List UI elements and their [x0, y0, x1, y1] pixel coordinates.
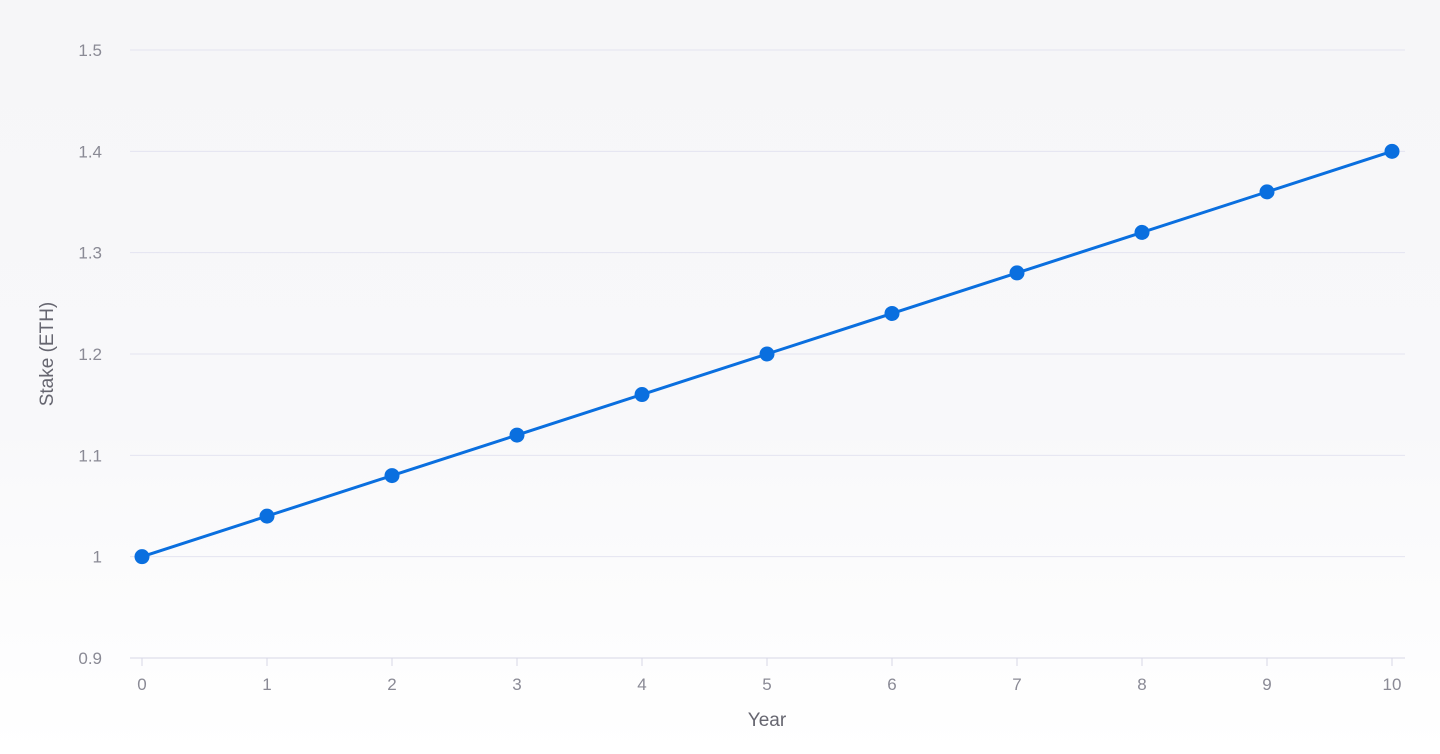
y-tick-label-5: 1.4 [78, 142, 102, 161]
x-tick-label-9: 9 [1262, 675, 1271, 694]
data-point-0-7 [1009, 265, 1025, 281]
data-point-0-1 [259, 508, 275, 524]
y-tick-label-3: 1.2 [78, 345, 102, 364]
data-point-0-5 [759, 346, 775, 362]
gridlines [130, 49, 1405, 659]
y-tick-label-4: 1.3 [78, 244, 102, 263]
y-axis-title: Stake (ETH) [37, 302, 58, 407]
x-tick-label-10: 10 [1383, 675, 1402, 694]
y-tick-label-2: 1.1 [78, 446, 102, 465]
y-tick-label-0: 0.9 [78, 649, 102, 668]
x-axis-title: Year [748, 710, 787, 731]
data-point-0-9 [1259, 184, 1275, 200]
y-tick-label-6: 1.5 [78, 41, 102, 60]
data-point-0-4 [634, 387, 650, 403]
x-tick-label-5: 5 [762, 675, 771, 694]
x-tick-label-4: 4 [637, 675, 646, 694]
x-tick-label-6: 6 [887, 675, 896, 694]
y-tick-label-1: 1 [93, 548, 102, 567]
data-point-0-3 [509, 427, 525, 443]
x-axis: 0 1 2 3 4 5 6 7 8 9 10 [137, 658, 1401, 694]
data-point-0-8 [1134, 224, 1150, 240]
x-tick-label-1: 1 [262, 675, 271, 694]
x-tick-label-7: 7 [1012, 675, 1021, 694]
data-point-0-10 [1384, 143, 1400, 159]
x-tick-label-3: 3 [512, 675, 521, 694]
data-point-0-2 [384, 468, 400, 484]
y-axis: 0.9 1 1.1 1.2 1.3 1.4 1.5 [78, 41, 102, 668]
x-tick-label-8: 8 [1137, 675, 1146, 694]
data-point-0-6 [884, 305, 900, 321]
x-tick-label-2: 2 [387, 675, 396, 694]
data-point-0-0 [134, 549, 150, 565]
x-tick-label-0: 0 [137, 675, 146, 694]
series-layer [134, 143, 1400, 565]
